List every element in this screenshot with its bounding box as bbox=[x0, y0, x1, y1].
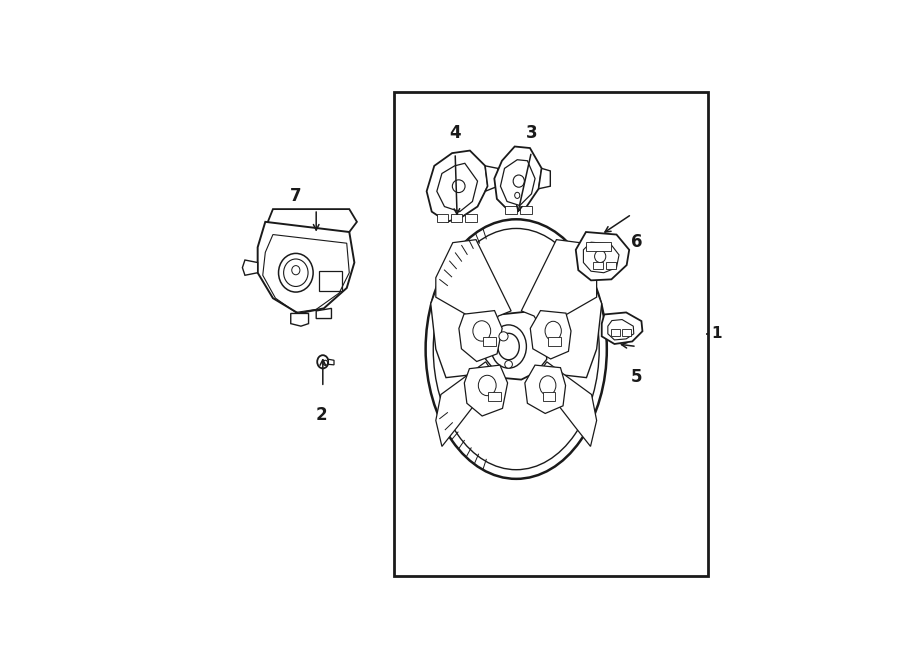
Bar bbox=[505, 206, 517, 214]
Text: 6: 6 bbox=[631, 233, 643, 251]
Polygon shape bbox=[525, 365, 565, 414]
Text: 3: 3 bbox=[526, 124, 537, 141]
Polygon shape bbox=[436, 240, 511, 329]
Bar bbox=[451, 214, 463, 222]
Bar bbox=[482, 337, 496, 346]
Ellipse shape bbox=[323, 360, 328, 366]
Ellipse shape bbox=[278, 253, 313, 292]
Bar bbox=[436, 214, 448, 222]
Bar bbox=[543, 391, 555, 401]
Text: 4: 4 bbox=[449, 124, 461, 141]
Polygon shape bbox=[536, 362, 597, 446]
Text: 1: 1 bbox=[711, 327, 722, 341]
Polygon shape bbox=[242, 260, 257, 275]
Polygon shape bbox=[316, 308, 331, 319]
Ellipse shape bbox=[292, 266, 300, 275]
Polygon shape bbox=[521, 240, 597, 329]
Polygon shape bbox=[427, 151, 488, 222]
Polygon shape bbox=[459, 311, 502, 362]
Ellipse shape bbox=[498, 333, 519, 360]
Polygon shape bbox=[268, 209, 357, 232]
Ellipse shape bbox=[478, 375, 496, 396]
Bar bbox=[394, 92, 708, 576]
Ellipse shape bbox=[545, 321, 562, 340]
Ellipse shape bbox=[513, 175, 525, 187]
Polygon shape bbox=[431, 278, 496, 377]
Ellipse shape bbox=[453, 180, 465, 192]
Text: 5: 5 bbox=[631, 368, 643, 386]
Polygon shape bbox=[257, 222, 355, 313]
Bar bbox=[520, 206, 532, 214]
Bar bbox=[586, 242, 611, 251]
Polygon shape bbox=[576, 232, 629, 280]
Bar bbox=[592, 262, 603, 269]
Polygon shape bbox=[485, 166, 498, 191]
Ellipse shape bbox=[426, 219, 607, 479]
Ellipse shape bbox=[472, 321, 490, 341]
Polygon shape bbox=[436, 362, 496, 446]
Polygon shape bbox=[478, 311, 549, 379]
Bar bbox=[465, 214, 476, 222]
Ellipse shape bbox=[433, 229, 599, 470]
Ellipse shape bbox=[491, 325, 526, 368]
Bar bbox=[611, 329, 619, 336]
Bar bbox=[622, 329, 631, 336]
Bar bbox=[488, 391, 501, 401]
Polygon shape bbox=[464, 365, 508, 416]
Bar bbox=[606, 262, 616, 269]
Text: 2: 2 bbox=[316, 407, 327, 424]
Ellipse shape bbox=[595, 251, 606, 262]
Ellipse shape bbox=[505, 360, 512, 368]
Polygon shape bbox=[538, 169, 550, 189]
Ellipse shape bbox=[499, 332, 508, 341]
Polygon shape bbox=[494, 147, 542, 212]
Polygon shape bbox=[328, 360, 334, 365]
Ellipse shape bbox=[317, 355, 328, 368]
Ellipse shape bbox=[284, 259, 308, 286]
Polygon shape bbox=[291, 313, 309, 326]
Polygon shape bbox=[530, 311, 571, 359]
Polygon shape bbox=[536, 278, 602, 377]
Polygon shape bbox=[602, 313, 643, 344]
Bar bbox=[319, 271, 342, 291]
Bar bbox=[548, 337, 561, 346]
Text: 7: 7 bbox=[290, 187, 302, 206]
Ellipse shape bbox=[540, 376, 556, 395]
Ellipse shape bbox=[515, 192, 520, 198]
